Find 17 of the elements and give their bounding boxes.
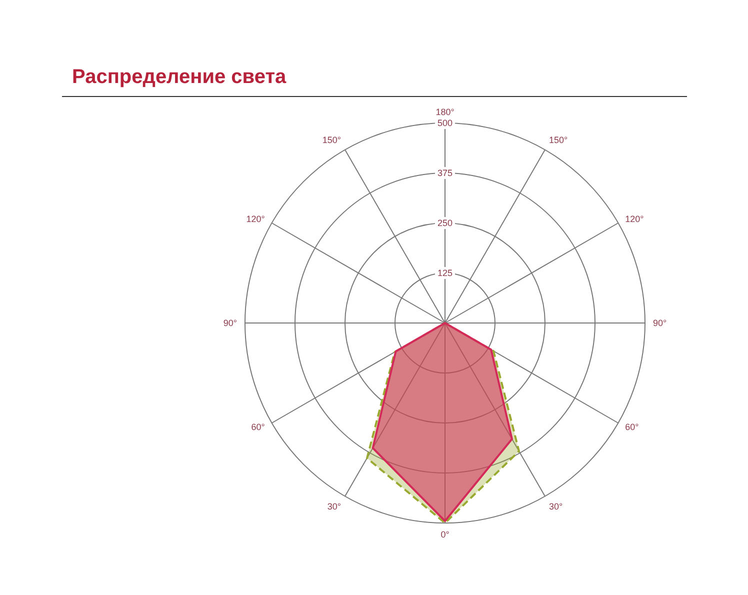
chart-title: Распределение света — [72, 66, 286, 89]
y-tick-label: 500 — [437, 118, 453, 128]
spoke-label: 30° — [327, 502, 342, 512]
spoke-label: 120° — [246, 214, 266, 224]
y-tick-label: 375 — [437, 168, 453, 178]
spoke-label: 30° — [549, 502, 564, 512]
y-tick-label: 250 — [437, 218, 453, 228]
spoke-label: 90° — [223, 318, 238, 328]
spoke-label: 150° — [322, 134, 342, 145]
spoke-label: 180° — [436, 107, 455, 117]
spoke-label: 120° — [625, 214, 644, 224]
spoke-label: 150° — [549, 134, 568, 145]
spoke-label: 90° — [653, 318, 668, 328]
spoke-label: 60° — [251, 422, 266, 432]
spoke-label: 0° — [440, 529, 450, 540]
y-tick-label: 125 — [437, 268, 453, 278]
spoke-label: 60° — [625, 422, 640, 432]
